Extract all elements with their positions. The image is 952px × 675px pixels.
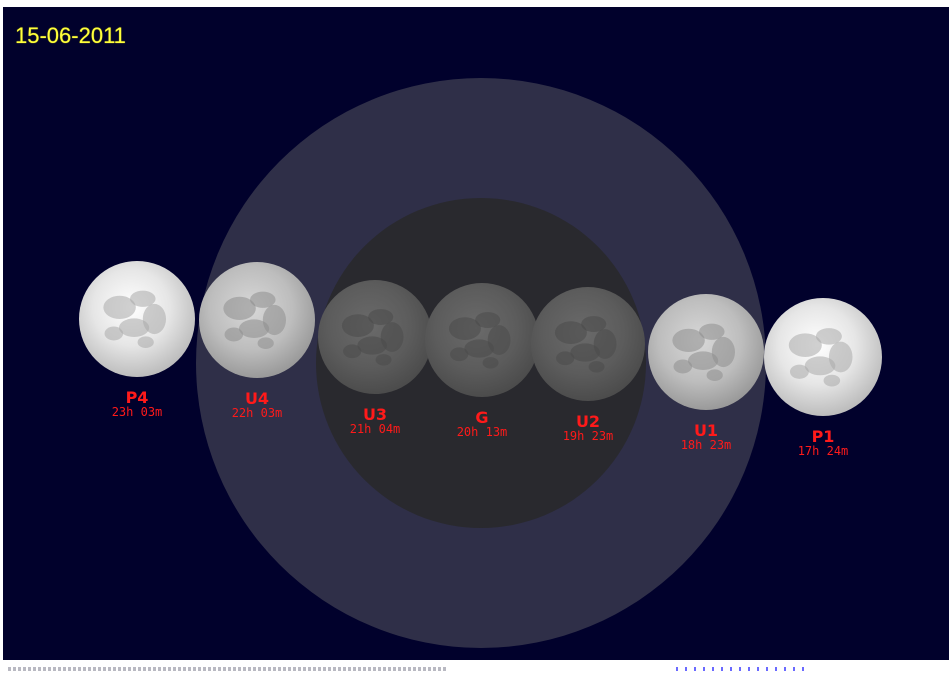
moon-label-u3: U3 — [362, 405, 388, 424]
moon-u1 — [648, 294, 764, 410]
moon-mare — [343, 344, 362, 359]
moon-mare — [224, 327, 244, 342]
moon-mare — [699, 323, 725, 340]
eclipse-date: 15-06-2011 — [15, 23, 126, 48]
moon-mare — [482, 357, 499, 369]
moon-u2 — [531, 287, 645, 401]
moon-mare — [706, 369, 723, 382]
eclipse-diagram-frame: 15-06-2011 P4 23h 03m U4 22h 03m U3 21h 04m G 2… — [3, 7, 949, 675]
moon-p1 — [764, 298, 882, 416]
moon-mare — [789, 364, 809, 379]
moon-mare — [581, 316, 607, 333]
moon-time-u3: 21h 04m — [349, 422, 401, 436]
moon-mare — [570, 343, 600, 362]
footer-strip — [0, 660, 952, 675]
moon-mare — [119, 318, 150, 337]
moon-time-g: 20h 13m — [456, 425, 508, 439]
moon-label-p4: P4 — [125, 388, 149, 407]
moon-mare — [239, 319, 270, 338]
moon-mare — [375, 354, 392, 366]
moon-mare — [804, 356, 836, 376]
moon-mare — [137, 336, 154, 349]
moon-mare — [556, 351, 575, 366]
moon-mare — [673, 359, 693, 374]
moon-label-p1: P1 — [811, 427, 835, 446]
moon-mare — [250, 291, 276, 308]
moon-mare — [554, 321, 587, 344]
moon-time-u1: 18h 23m — [680, 438, 732, 452]
moon-u3 — [318, 280, 432, 394]
moon-mare — [130, 290, 156, 307]
moon-mare — [103, 295, 136, 319]
moon-mare — [448, 317, 481, 340]
moon-mare — [341, 314, 374, 337]
moon-time-p1: 17h 24m — [797, 444, 849, 458]
moon-mare — [104, 326, 124, 341]
moon-label-u4: U4 — [244, 389, 270, 408]
moon-mare — [464, 339, 494, 358]
moon-label-g: G — [475, 408, 489, 427]
moon-mare — [475, 312, 501, 329]
moon-mare — [688, 351, 719, 370]
moon-mare — [450, 347, 469, 362]
moon-mare — [823, 374, 841, 387]
moon-mare — [368, 309, 394, 326]
moon-g — [425, 283, 539, 397]
moon-u4 — [199, 262, 315, 378]
moon-mare — [815, 328, 842, 345]
moon-mare — [357, 336, 387, 355]
moon-mare — [588, 361, 605, 373]
moon-label-u2: U2 — [575, 412, 601, 431]
moon-p4 — [79, 261, 195, 377]
moon-time-p4: 23h 03m — [111, 405, 163, 419]
moon-mare — [223, 296, 256, 320]
moon-time-u2: 19h 23m — [562, 429, 614, 443]
moon-mare — [788, 333, 822, 358]
moon-label-u1: U1 — [693, 421, 719, 440]
footer-link[interactable] — [676, 667, 806, 671]
moon-mare — [672, 328, 705, 352]
moon-mare — [257, 337, 274, 350]
eclipse-diagram — [79, 78, 882, 648]
footer-credit-text — [8, 667, 448, 671]
moon-time-u4: 22h 03m — [231, 406, 283, 420]
